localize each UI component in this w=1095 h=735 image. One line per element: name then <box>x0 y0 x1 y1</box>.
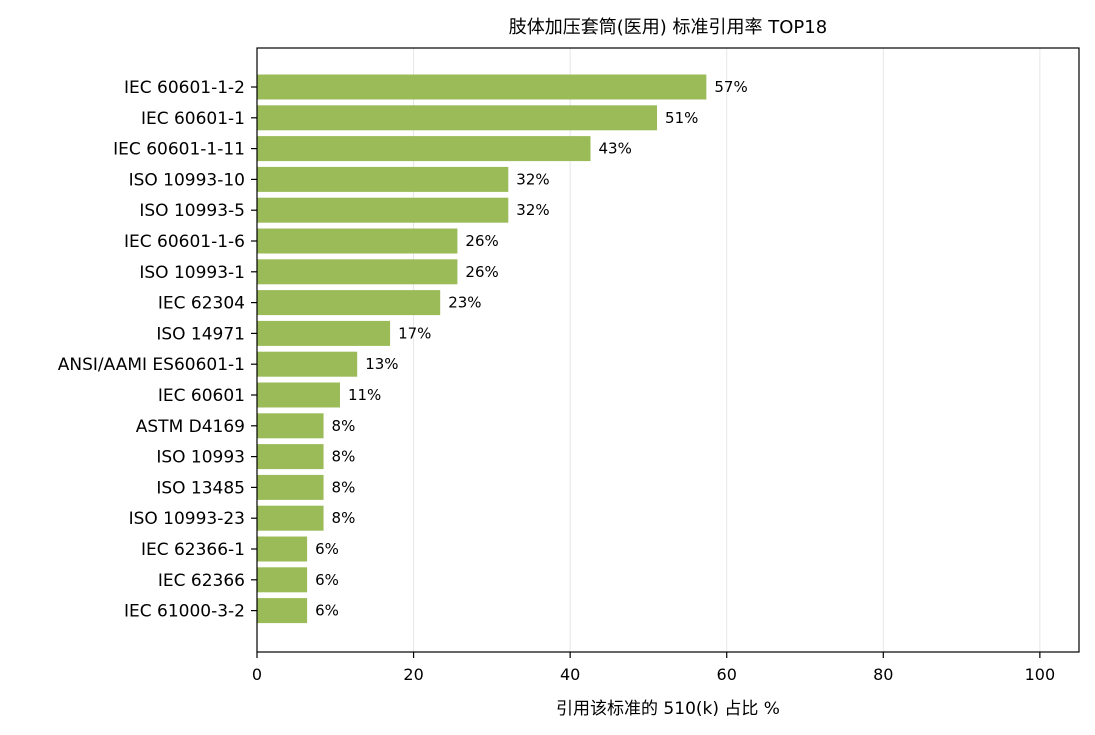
x-tick-label: 100 <box>1025 665 1056 684</box>
bar <box>257 228 458 254</box>
y-category-label: ISO 10993-23 <box>129 509 245 529</box>
bar-value-label: 8% <box>332 448 356 466</box>
plot-frame <box>256 47 1080 653</box>
bar <box>257 505 324 531</box>
y-category-label: ISO 14971 <box>156 324 245 344</box>
x-axis: 0 20 40 60 80 100 <box>252 652 1055 684</box>
y-category-label: IEC 60601-1-2 <box>124 78 245 98</box>
x-tick-label: 40 <box>560 665 580 684</box>
bar-value-label: 6% <box>315 571 339 589</box>
y-category-label: IEC 61000-3-2 <box>124 602 245 622</box>
bar-value-label: 17% <box>398 324 431 342</box>
bar-value-label: 26% <box>465 232 498 250</box>
x-tick-label: 60 <box>717 665 737 684</box>
y-category-label: ISO 10993 <box>156 448 245 468</box>
bar <box>257 259 458 285</box>
bar-value-label: 32% <box>516 201 549 219</box>
bar <box>257 166 509 192</box>
bar-value-label: 23% <box>448 294 481 312</box>
bar-value-label: 43% <box>598 140 631 158</box>
y-category-label: ASTM D4169 <box>136 417 245 437</box>
x-tick-label: 20 <box>403 665 423 684</box>
bar <box>257 567 308 593</box>
bar <box>257 536 308 562</box>
bar-value-label: 6% <box>315 602 339 620</box>
bar-value-label: 57% <box>714 78 747 96</box>
x-tick-label: 80 <box>873 665 893 684</box>
bar <box>257 382 340 408</box>
bar-value-label: 26% <box>465 263 498 281</box>
bar <box>257 290 441 316</box>
y-category-label: IEC 62366-1 <box>141 540 245 560</box>
bar-value-label: 8% <box>332 509 356 527</box>
bar <box>257 136 591 162</box>
y-category-label: ISO 13485 <box>156 478 245 498</box>
bars: 57% 51% 43% 32% 32% 26% 26% 23% 17%13% 11% 8% 8% 8% 8… <box>257 74 748 624</box>
bar <box>257 474 324 500</box>
y-axis: IEC 60601-1-2 IEC 60601-1 IEC 60601-1-11 IS… <box>58 78 257 622</box>
bar <box>257 598 308 624</box>
bar-value-label: 51% <box>665 109 698 127</box>
y-category-label: IEC 60601-1 <box>141 109 245 129</box>
chart-title: 肢体加压套筒(医用) 标准引用率 TOP18 <box>509 17 827 38</box>
y-category-label: ANSI/AAMI ES60601-1 <box>58 355 245 375</box>
bar-value-label: 13% <box>365 355 398 373</box>
bar <box>257 74 707 100</box>
bar-value-label: 6% <box>315 540 339 558</box>
y-category-label: ISO 10993-5 <box>139 201 245 221</box>
y-category-label: IEC 60601 <box>158 386 245 406</box>
y-category-label: IEC 62366 <box>158 571 245 591</box>
bar <box>257 444 324 470</box>
bar <box>257 320 391 346</box>
bar <box>257 413 324 439</box>
y-category-label: ISO 10993-1 <box>139 263 245 283</box>
bar-value-label: 11% <box>348 386 381 404</box>
bar <box>257 197 509 223</box>
bar <box>257 351 358 377</box>
bar-value-label: 8% <box>332 417 356 435</box>
bar-value-label: 8% <box>332 478 356 496</box>
bar-value-label: 32% <box>516 170 549 188</box>
x-tick-label: 0 <box>252 665 262 684</box>
x-axis-title: 引用该标准的 510(k) 占比 % <box>556 699 780 719</box>
y-category-label: ISO 10993-10 <box>129 170 245 190</box>
y-category-label: IEC 60601-1-6 <box>124 232 245 252</box>
y-category-label: IEC 60601-1-11 <box>113 140 245 160</box>
y-category-label: IEC 62304 <box>158 294 245 314</box>
bar <box>257 105 658 131</box>
